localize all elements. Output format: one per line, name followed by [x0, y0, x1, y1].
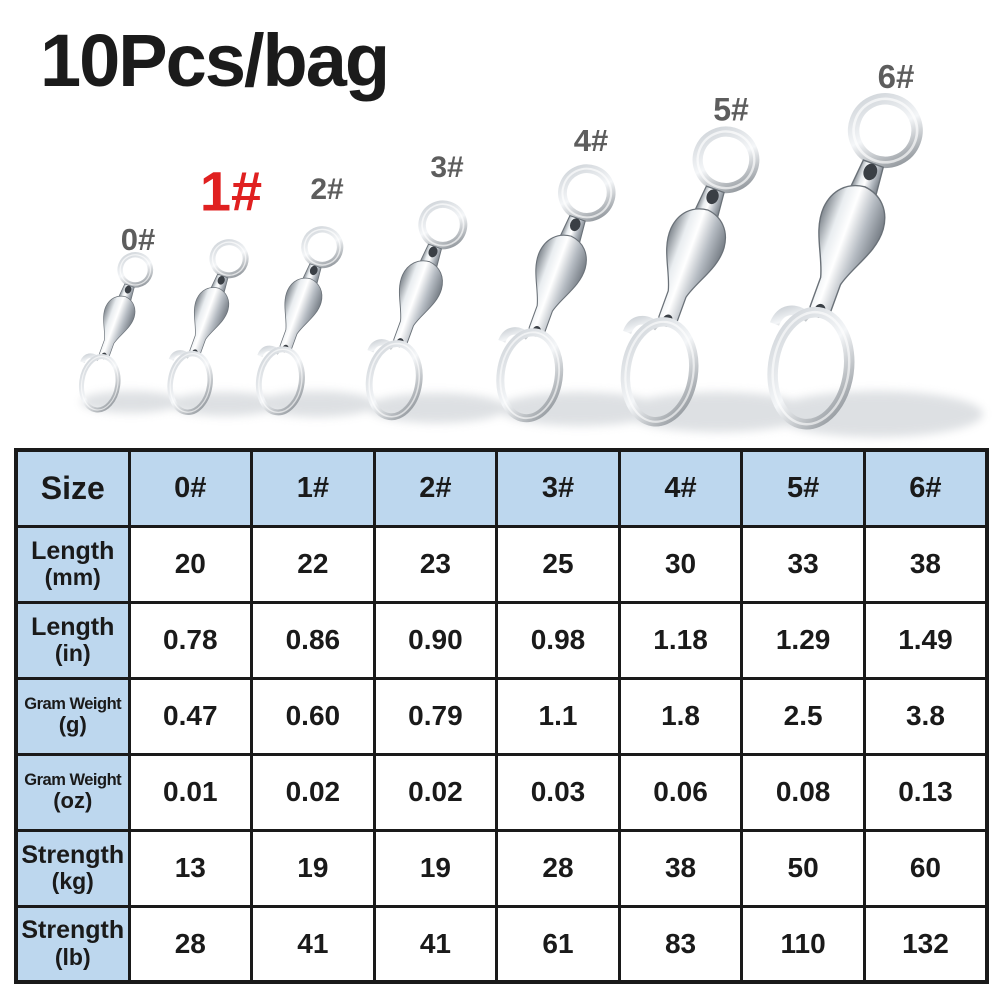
cell: 1.29: [740, 600, 866, 680]
cell: 3.8: [862, 676, 989, 756]
cell: 30: [617, 524, 744, 604]
table-row-strength-kg: Strength (kg) 13 19 19 28 38 50 60: [14, 828, 989, 908]
size-label-3: 3#: [430, 151, 464, 184]
cell: 1.49: [862, 600, 989, 680]
cell: 0.02: [372, 752, 499, 832]
row-header-length-in: Length (in): [14, 600, 131, 680]
row-label: Gram Weight: [24, 694, 122, 713]
cell: 83: [617, 904, 744, 984]
cell: 0.90: [372, 600, 499, 680]
table-row-weight-g: Gram Weight (g) 0.47 0.60 0.79 1.1 1.8 2…: [14, 676, 989, 756]
cell: 2.5: [740, 676, 866, 756]
swivel-6: [739, 87, 952, 445]
row-header-weight-oz: Gram Weight (oz): [14, 752, 131, 832]
cell: 38: [617, 828, 744, 908]
cell: 0.13: [862, 752, 989, 832]
cell: 19: [372, 828, 499, 908]
cell: 19: [250, 828, 376, 908]
cell: 25: [495, 524, 621, 604]
cell: 20: [127, 524, 254, 604]
row-label: Length: [31, 612, 115, 641]
cell: 0.03: [495, 752, 621, 832]
cell: 22: [250, 524, 376, 604]
column-header-4: 4#: [617, 448, 744, 528]
row-header-length-mm: Length (mm): [14, 524, 131, 604]
cell: 60: [862, 828, 989, 908]
table-row-weight-oz: Gram Weight (oz) 0.01 0.02 0.02 0.03 0.0…: [14, 752, 989, 832]
cell: 38: [862, 524, 989, 604]
column-header-3: 3#: [495, 448, 621, 528]
row-header-weight-g: Gram Weight (g): [14, 676, 131, 756]
cell: 23: [372, 524, 499, 604]
row-unit: (kg): [51, 868, 94, 895]
row-header-strength-kg: Strength (kg): [14, 828, 131, 908]
table-row-length-in: Length (in) 0.78 0.86 0.90 0.98 1.18 1.2…: [14, 600, 989, 680]
cell: 50: [740, 828, 866, 908]
size-label-2: 2#: [310, 173, 344, 206]
cell: 110: [740, 904, 866, 984]
column-header-0: 0#: [127, 448, 254, 528]
table-header-row: Size 0# 1# 2# 3# 4# 5# 6#: [14, 448, 989, 528]
cell: 132: [862, 904, 989, 984]
row-label: Gram Weight: [24, 770, 122, 789]
corner-header-size: Size: [14, 448, 131, 528]
cell: 33: [740, 524, 866, 604]
table-row-length-mm: Length (mm) 20 22 23 25 30 33 38: [14, 524, 989, 604]
cell: 0.79: [372, 676, 499, 756]
column-header-2: 2#: [372, 448, 499, 528]
cell: 1.8: [617, 676, 744, 756]
cell: 0.78: [127, 600, 254, 680]
cell: 28: [495, 828, 621, 908]
swivel-4: [475, 159, 639, 434]
cell: 0.02: [250, 752, 376, 832]
swivel-5: [596, 121, 786, 441]
row-unit: (g): [58, 711, 87, 737]
swivel-products-illustration: [0, 0, 983, 470]
row-label: Length: [31, 536, 115, 565]
size-label-1-highlight: 1#: [199, 159, 263, 223]
row-unit: (oz): [53, 787, 93, 813]
row-unit: (in): [54, 640, 91, 667]
cell: 0.60: [250, 676, 376, 756]
cell: 41: [250, 904, 376, 984]
cell: 0.86: [250, 600, 376, 680]
cell: 0.01: [127, 752, 254, 832]
column-header-6: 6#: [862, 448, 989, 528]
cell: 1.1: [495, 676, 621, 756]
size-label-5: 5#: [713, 91, 749, 128]
row-header-strength-lb: Strength (lb): [14, 904, 131, 984]
size-label-0: 0#: [120, 222, 156, 257]
cell: 0.08: [740, 752, 866, 832]
row-label: Strength: [21, 916, 125, 945]
column-header-5: 5#: [740, 448, 866, 528]
table-row-strength-lb: Strength (lb) 28 41 41 61 83 110 132: [14, 904, 989, 984]
column-header-1: 1#: [250, 448, 376, 528]
spec-table: Size 0# 1# 2# 3# 4# 5# 6# Length (mm) 20…: [14, 448, 989, 984]
cell: 61: [495, 904, 621, 984]
cell: 0.06: [617, 752, 744, 832]
page-title: 10Pcs/bag: [40, 19, 390, 102]
cell: 0.98: [495, 600, 621, 680]
row-unit: (lb): [54, 943, 91, 970]
cell: 28: [127, 904, 254, 984]
cell: 41: [372, 904, 499, 984]
size-label-6: 6#: [877, 58, 915, 95]
cell: 1.18: [617, 600, 744, 680]
row-label: Strength: [21, 840, 125, 869]
cell: 0.47: [127, 676, 254, 756]
size-label-4: 4#: [573, 123, 609, 158]
row-unit: (mm): [44, 564, 101, 591]
cell: 13: [127, 828, 254, 908]
